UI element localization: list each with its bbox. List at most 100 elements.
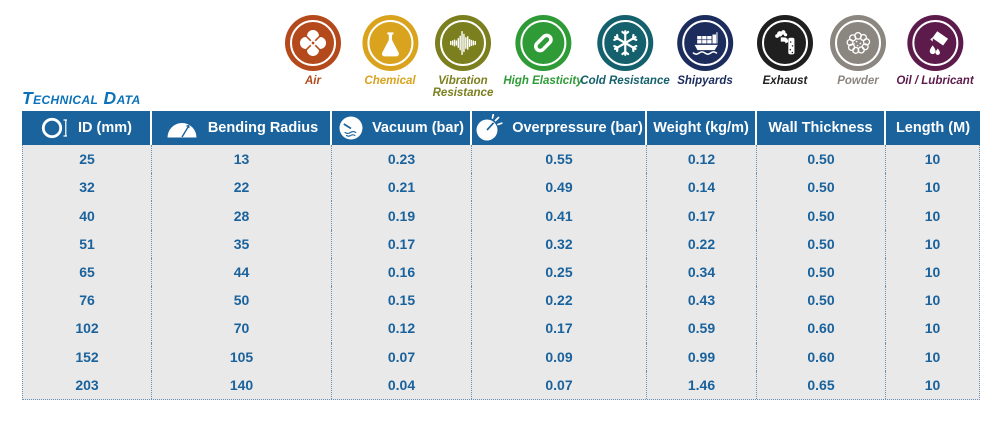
col-header-label: Bending Radius: [207, 120, 319, 136]
vacuum-gauge-icon: [338, 115, 364, 141]
application-label: Powder: [837, 75, 879, 87]
table-cell: 0.50: [757, 229, 886, 258]
table-cell: 28: [152, 201, 332, 230]
table-cell: 0.43: [647, 286, 757, 315]
table-cell: 0.17: [647, 201, 757, 230]
application-label: Oil / Lubricant: [896, 75, 974, 87]
table-cell: 0.25: [472, 257, 647, 287]
table-cell: 50: [152, 286, 332, 315]
application-cold-resistance: Cold Resistance: [580, 14, 670, 87]
col-header-vacuum: Vacuum (bar): [332, 111, 472, 145]
table-cell: 0.50: [757, 201, 886, 230]
overpressure-gauge-icon: [474, 114, 504, 142]
table-cell: 10: [924, 376, 941, 393]
table-cell: 10: [924, 348, 941, 365]
table-cell: 0.41: [472, 201, 647, 230]
table-cell: 0.60: [757, 314, 886, 343]
col-header-length: Length (M): [886, 111, 980, 145]
technical-data-table: ID (mm) Bending Radius: [22, 111, 980, 400]
table-cell: 0.09: [472, 342, 647, 371]
table-cell: 0.59: [647, 314, 757, 343]
table-row: 65 44 0.16 0.25 0.34 0.50 10: [23, 257, 979, 287]
table-cell: 0.55: [472, 145, 647, 174]
col-header-weight: Weight (kg/m): [647, 111, 757, 145]
table-cell: 0.16: [332, 257, 472, 287]
application-label: Vibration Resistance: [432, 75, 494, 100]
table-cell: 105: [152, 342, 332, 371]
oil-can-icon: [912, 20, 958, 66]
col-header-label: Weight (kg/m): [653, 120, 749, 136]
table-cell: 76: [23, 286, 152, 315]
col-header-label: Vacuum (bar): [372, 120, 464, 136]
table-cell: 0.15: [332, 286, 472, 315]
col-header-label: Wall Thickness: [768, 120, 873, 136]
table-cell: 0.49: [472, 173, 647, 202]
table-cell: 35: [152, 229, 332, 258]
table-row: 40 28 0.19 0.41 0.17 0.50 10: [23, 201, 979, 230]
table-cell: 1.46: [647, 370, 757, 399]
table-cell: 0.50: [757, 173, 886, 202]
application-vibration-resistance: Vibration Resistance: [424, 14, 502, 99]
col-header-bending-radius: Bending Radius: [152, 111, 332, 145]
table-row: 203 140 0.04 0.07 1.46 0.65 10: [23, 370, 979, 399]
application-label: Air: [305, 75, 321, 87]
table-row: 25 13 0.23 0.55 0.12 0.50 10: [23, 145, 979, 174]
table-cell: 0.22: [472, 286, 647, 315]
table-cell: 0.32: [472, 229, 647, 258]
table-cell: 0.50: [757, 286, 886, 315]
table-cell: 140: [152, 370, 332, 399]
table-cell: 0.19: [332, 201, 472, 230]
table-cell: 0.60: [757, 342, 886, 371]
table-cell: 10: [924, 320, 941, 337]
table-cell: 0.50: [757, 257, 886, 287]
table-cell: 0.23: [332, 145, 472, 174]
table-cell: 0.99: [647, 342, 757, 371]
table-cell: 10: [924, 179, 941, 196]
table-cell: 0.22: [647, 229, 757, 258]
application-exhaust: Exhaust: [762, 14, 808, 87]
col-header-label: Overpressure (bar): [512, 120, 643, 136]
table-cell: 102: [23, 314, 152, 343]
inner-diameter-icon: [40, 115, 70, 141]
col-header-label: ID (mm): [78, 120, 132, 136]
application-oil-lubricant: Oil / Lubricant: [896, 14, 974, 87]
col-header-overpressure: Overpressure (bar): [472, 111, 647, 145]
application-chemical: Chemical: [364, 14, 416, 87]
table-header-row: ID (mm) Bending Radius: [22, 111, 980, 145]
table-cell: 32: [23, 173, 152, 202]
bending-radius-icon: [164, 117, 200, 139]
table-cell: 0.12: [647, 145, 757, 174]
table-cell: 0.17: [472, 314, 647, 343]
application-air: Air: [290, 14, 336, 87]
application-high-elasticity: High Elasticity: [503, 14, 583, 87]
table-body: 25 13 0.23 0.55 0.12 0.50 10 32 22 0.21 0.49 0.14 0.…: [22, 145, 980, 400]
application-label: Exhaust: [762, 75, 808, 87]
table-cell: 22: [152, 173, 332, 202]
table-cell: 0.21: [332, 173, 472, 202]
exhaust-pipe-icon: [762, 20, 808, 66]
col-header-label: Length (M): [895, 120, 971, 136]
table-row: 152 105 0.07 0.09 0.99 0.60 10: [23, 342, 979, 371]
table-cell: 70: [152, 314, 332, 343]
col-header-id: ID (mm): [22, 111, 152, 145]
table-cell: 0.34: [647, 257, 757, 287]
table-cell: 13: [152, 145, 332, 174]
table-cell: 25: [23, 145, 152, 174]
table-cell: 10: [924, 263, 941, 280]
application-label: Chemical: [364, 75, 416, 87]
application-label: Cold Resistance: [580, 75, 670, 87]
table-cell: 10: [924, 151, 941, 168]
fan-icon: [290, 20, 336, 66]
snowflake-icon: [601, 20, 648, 66]
application-label: Shipyards: [677, 75, 733, 87]
table-cell: 0.04: [332, 370, 472, 399]
powder-cloud-icon: [835, 20, 881, 66]
table-cell: 0.14: [647, 173, 757, 202]
table-row: 32 22 0.21 0.49 0.14 0.50 10: [23, 173, 979, 202]
table-cell: 10: [924, 235, 941, 252]
table-cell: 152: [23, 342, 152, 371]
flask-icon: [366, 20, 413, 66]
table-row: 76 50 0.15 0.22 0.43 0.50 10: [23, 286, 979, 315]
application-label: High Elasticity: [503, 75, 583, 87]
